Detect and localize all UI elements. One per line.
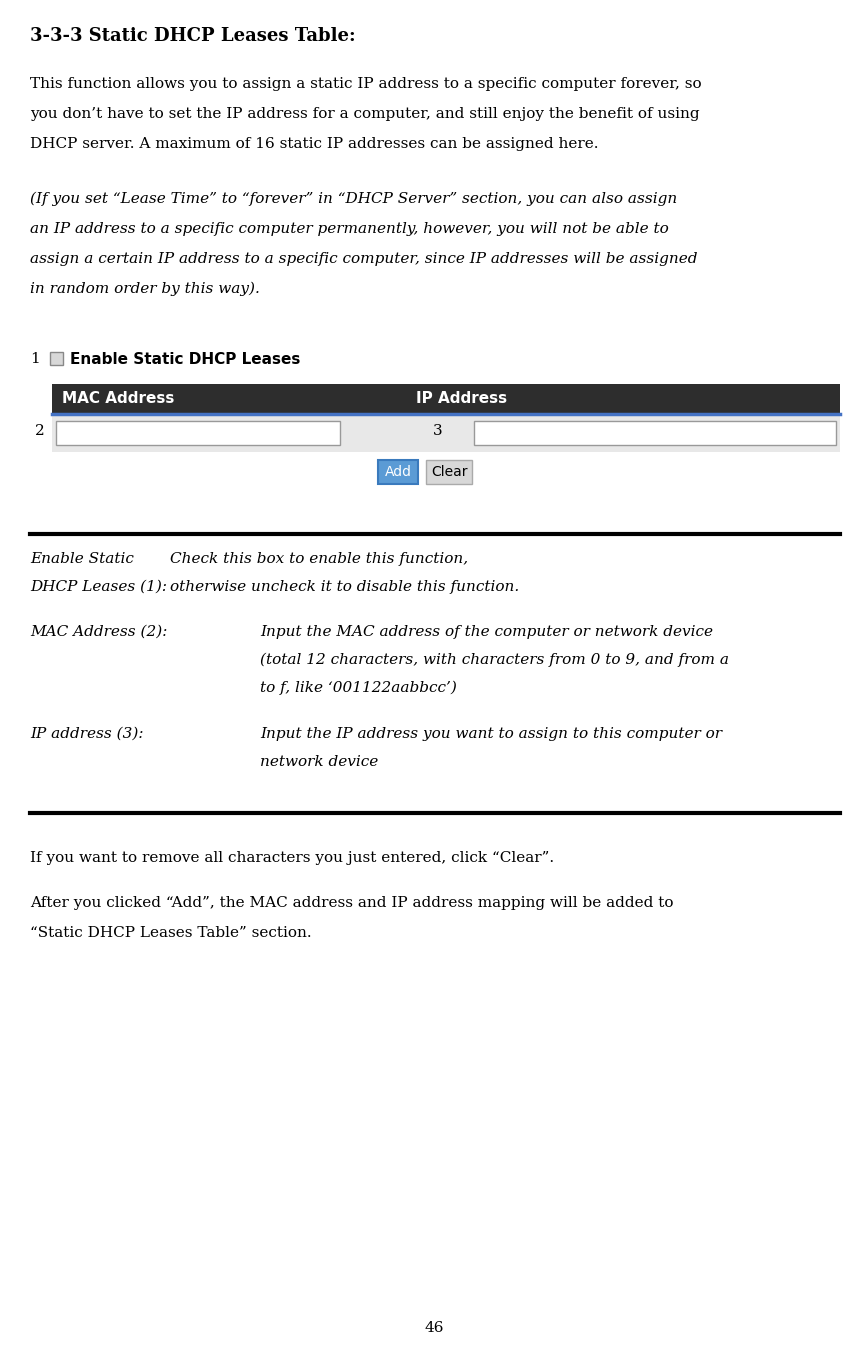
Text: MAC Address: MAC Address (62, 391, 174, 406)
Bar (56, 421, 339, 445)
Text: Clear: Clear (431, 465, 468, 479)
Text: 1: 1 (30, 351, 40, 366)
Text: IP address (3):: IP address (3): (30, 727, 143, 741)
Text: “Static DHCP Leases Table” section.: “Static DHCP Leases Table” section. (30, 925, 312, 940)
Bar (474, 421, 836, 445)
Text: Check this box to enable this function,: Check this box to enable this function, (170, 552, 468, 566)
Text: DHCP Leases (1):: DHCP Leases (1): (30, 579, 167, 594)
Bar (52, 414, 840, 452)
Text: 2: 2 (35, 423, 45, 438)
Text: Input the MAC address of the computer or network device: Input the MAC address of the computer or… (260, 626, 713, 639)
Text: After you clicked “Add”, the MAC address and IP address mapping will be added to: After you clicked “Add”, the MAC address… (30, 896, 674, 911)
Bar (50, 351, 63, 365)
Bar (52, 384, 840, 414)
Text: IP Address: IP Address (416, 391, 507, 406)
Text: 3: 3 (433, 423, 443, 438)
Text: If you want to remove all characters you just entered, click “Clear”.: If you want to remove all characters you… (30, 851, 554, 864)
Text: DHCP server. A maximum of 16 static IP addresses can be assigned here.: DHCP server. A maximum of 16 static IP a… (30, 137, 599, 151)
Text: Add: Add (385, 465, 411, 479)
Bar (378, 460, 418, 484)
Bar (426, 460, 472, 484)
Text: (total 12 characters, with characters from 0 to 9, and from a: (total 12 characters, with characters fr… (260, 653, 729, 668)
Text: network device: network device (260, 754, 378, 769)
Text: Enable Static: Enable Static (30, 552, 134, 566)
Text: assign a certain IP address to a specific computer, since IP addresses will be a: assign a certain IP address to a specifi… (30, 252, 698, 266)
Text: MAC Address (2):: MAC Address (2): (30, 626, 168, 639)
Text: 3-3-3 Static DHCP Leases Table:: 3-3-3 Static DHCP Leases Table: (30, 27, 356, 45)
Text: This function allows you to assign a static IP address to a specific computer fo: This function allows you to assign a sta… (30, 77, 701, 91)
Text: otherwise uncheck it to disable this function.: otherwise uncheck it to disable this fun… (170, 579, 519, 594)
Text: an IP address to a specific computer permanently, however, you will not be able : an IP address to a specific computer per… (30, 223, 668, 236)
Text: Input the IP address you want to assign to this computer or: Input the IP address you want to assign … (260, 727, 722, 741)
Text: (If you set “Lease Time” to “forever” in “DHCP Server” section, you can also ass: (If you set “Lease Time” to “forever” in… (30, 191, 677, 206)
Text: in random order by this way).: in random order by this way). (30, 282, 260, 296)
Text: Enable Static DHCP Leases: Enable Static DHCP Leases (70, 351, 300, 366)
Text: to f, like ‘001122aabbcc’): to f, like ‘001122aabbcc’) (260, 681, 457, 695)
Text: 46: 46 (424, 1320, 444, 1335)
Text: you don’t have to set the IP address for a computer, and still enjoy the benefit: you don’t have to set the IP address for… (30, 107, 700, 121)
